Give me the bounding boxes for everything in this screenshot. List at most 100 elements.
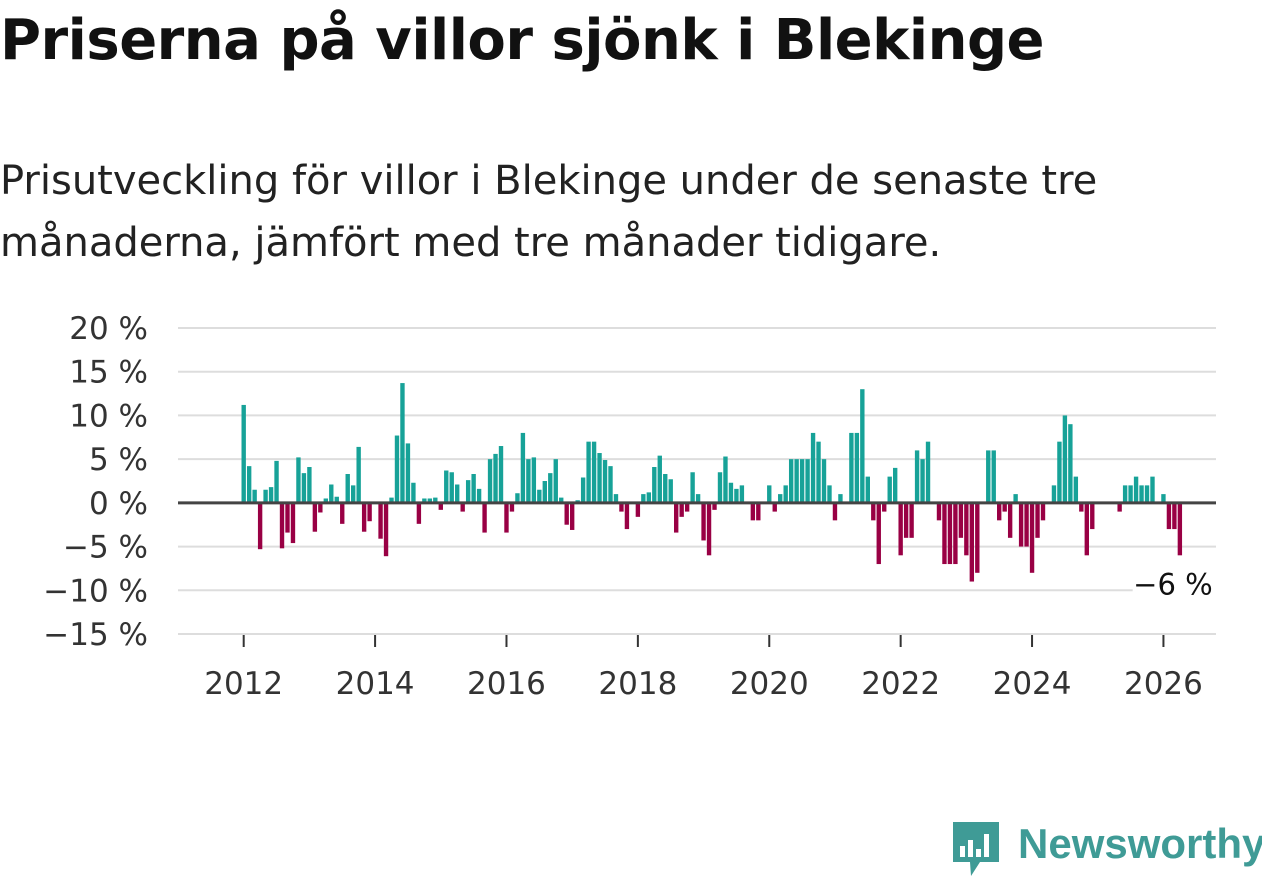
bar bbox=[892, 467, 898, 503]
bar bbox=[767, 485, 772, 503]
bar bbox=[1144, 485, 1150, 503]
bar bbox=[482, 502, 487, 533]
x-tick-label: 2026 bbox=[1124, 666, 1203, 702]
bar bbox=[799, 459, 805, 503]
bar bbox=[646, 492, 652, 503]
x-tick-label: 2020 bbox=[730, 666, 809, 702]
bar bbox=[1035, 502, 1040, 538]
bar bbox=[608, 466, 613, 503]
bar bbox=[619, 502, 624, 512]
bar bbox=[515, 493, 520, 503]
bar bbox=[427, 498, 433, 503]
bar bbox=[1062, 415, 1068, 503]
bar bbox=[498, 446, 504, 503]
bar bbox=[285, 502, 290, 533]
bar bbox=[750, 502, 756, 521]
bar bbox=[821, 459, 827, 503]
bar bbox=[290, 502, 296, 544]
bar bbox=[936, 502, 942, 521]
bar bbox=[334, 496, 339, 503]
bar bbox=[465, 480, 471, 503]
bar bbox=[827, 485, 832, 503]
bar bbox=[340, 502, 345, 524]
bar bbox=[1013, 494, 1018, 503]
bar bbox=[504, 502, 509, 533]
annotation-bg bbox=[1132, 568, 1219, 605]
y-tick-label: 10 % bbox=[69, 398, 148, 434]
bar bbox=[471, 474, 476, 503]
y-tick-label: −10 % bbox=[43, 573, 148, 609]
bar bbox=[509, 502, 515, 512]
bar bbox=[580, 477, 586, 503]
bar bbox=[701, 502, 706, 541]
newsworthy-brand[interactable]: Newsworthy bbox=[950, 818, 1262, 878]
bar bbox=[318, 502, 323, 513]
bar bbox=[914, 450, 920, 503]
bar bbox=[871, 502, 876, 521]
bar bbox=[597, 453, 602, 503]
bar bbox=[684, 502, 690, 512]
y-tick-label: 5 % bbox=[89, 442, 148, 478]
bar bbox=[854, 432, 860, 503]
bar bbox=[1040, 502, 1046, 521]
bar bbox=[788, 459, 794, 503]
bar bbox=[367, 502, 372, 522]
bar bbox=[460, 502, 465, 512]
bar bbox=[920, 459, 925, 503]
bar bbox=[329, 484, 334, 503]
bar bbox=[411, 482, 416, 503]
bar bbox=[838, 494, 843, 503]
bar bbox=[947, 502, 953, 565]
x-tick-label: 2012 bbox=[204, 666, 283, 702]
bar bbox=[805, 459, 810, 503]
bar bbox=[635, 502, 641, 517]
bar bbox=[860, 389, 865, 503]
bar bbox=[865, 476, 870, 503]
chart-title: Priserna på villor sjönk i Blekinge bbox=[0, 8, 1045, 73]
bar bbox=[520, 432, 526, 503]
bar bbox=[903, 502, 909, 538]
y-tick-label: 15 % bbox=[69, 355, 148, 391]
bar bbox=[652, 467, 657, 503]
bar bbox=[783, 485, 788, 503]
chart-subtitle: Prisutveckling för villor i Blekinge und… bbox=[0, 158, 1098, 266]
y-tick-label: 0 % bbox=[89, 486, 148, 522]
bar bbox=[241, 404, 246, 503]
bar bbox=[1161, 494, 1166, 503]
bar bbox=[641, 494, 646, 503]
bar bbox=[323, 498, 329, 503]
bar bbox=[274, 460, 279, 503]
bar bbox=[1024, 502, 1029, 547]
bar bbox=[712, 502, 717, 510]
bar bbox=[964, 502, 969, 556]
bar bbox=[674, 502, 679, 533]
bar bbox=[444, 470, 449, 503]
bar bbox=[942, 502, 947, 565]
bar bbox=[569, 502, 575, 530]
bar bbox=[668, 479, 673, 503]
bar bbox=[679, 502, 684, 517]
bar bbox=[1029, 502, 1035, 573]
y-tick-label: −15 % bbox=[43, 617, 148, 653]
bar bbox=[657, 455, 662, 503]
x-tick-label: 2024 bbox=[993, 666, 1072, 702]
bar bbox=[717, 472, 723, 503]
x-tick-label: 2022 bbox=[861, 666, 940, 702]
bar bbox=[810, 432, 816, 503]
bar bbox=[257, 502, 263, 550]
bar bbox=[389, 497, 394, 503]
bar bbox=[1051, 485, 1057, 503]
bar bbox=[252, 489, 257, 503]
bar bbox=[958, 502, 964, 538]
bar bbox=[296, 457, 301, 503]
bar bbox=[586, 441, 591, 503]
bar bbox=[624, 502, 630, 530]
bar bbox=[433, 497, 438, 503]
bar bbox=[613, 494, 619, 503]
x-tick-label: 2018 bbox=[598, 666, 677, 702]
bar bbox=[548, 473, 553, 503]
bar bbox=[602, 460, 608, 503]
bar bbox=[537, 489, 542, 503]
bar bbox=[1018, 502, 1024, 547]
bar bbox=[925, 441, 931, 503]
